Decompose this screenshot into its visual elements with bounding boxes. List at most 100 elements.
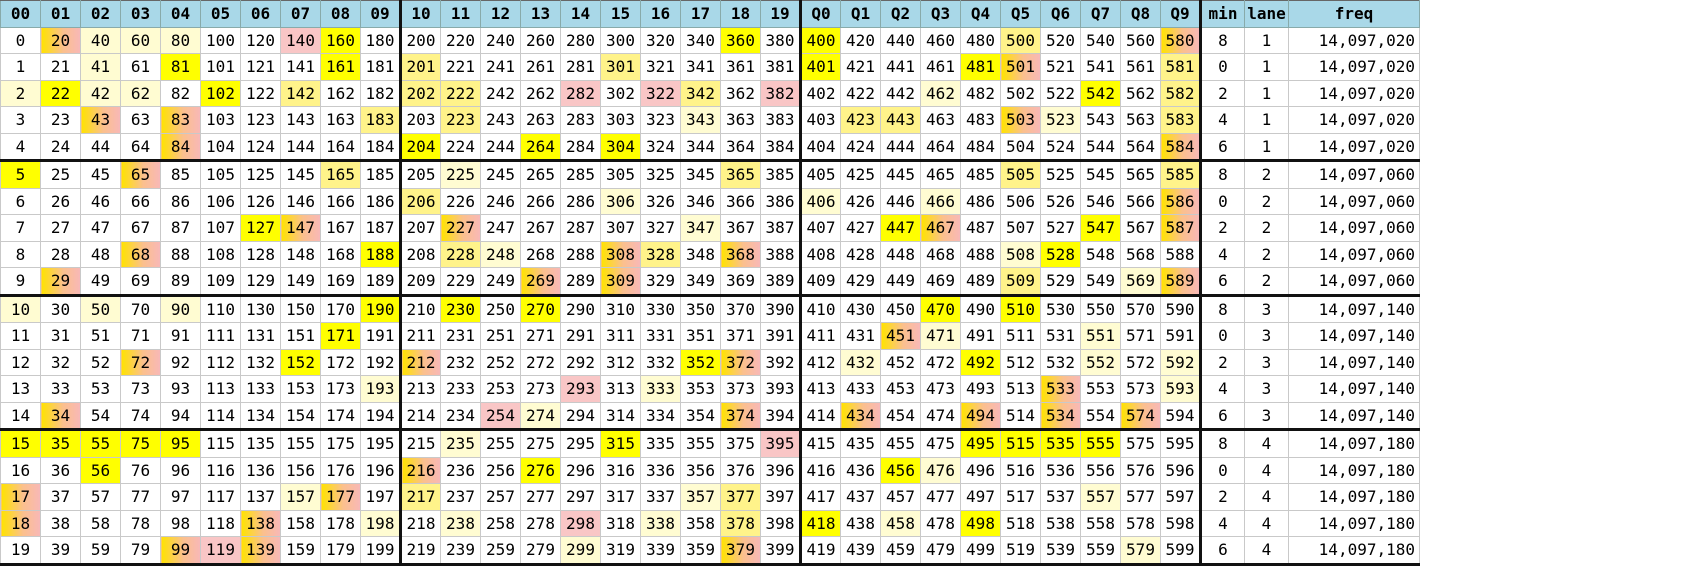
grid-cell[interactable]: 544 [1080, 132, 1121, 161]
grid-cell[interactable]: 208 [399, 240, 441, 268]
grid-cell[interactable]: 595 [1160, 428, 1201, 458]
grid-cell[interactable]: 97 [160, 483, 201, 511]
grid-cell[interactable]: 485 [960, 159, 1001, 189]
grid-cell[interactable]: 168 [320, 240, 361, 268]
grid-cell[interactable]: 588 [1160, 240, 1201, 268]
grid-cell[interactable]: 193 [360, 375, 401, 403]
grid-cell[interactable]: 456 [880, 456, 921, 484]
grid-cell[interactable]: 36 [40, 456, 81, 484]
grid-cell[interactable]: 455 [880, 428, 921, 458]
grid-cell[interactable]: 432 [840, 348, 881, 376]
grid-cell[interactable]: 301 [600, 53, 641, 81]
grid-cell[interactable]: 420 [840, 26, 881, 54]
grid-cell[interactable]: 446 [880, 187, 921, 215]
grid-cell[interactable]: 274 [520, 401, 561, 430]
lane-cell[interactable]: 2 [1244, 240, 1289, 268]
grid-cell[interactable]: 515 [1000, 428, 1041, 458]
grid-cell[interactable]: 92 [160, 348, 201, 376]
grid-cell[interactable]: 87 [160, 214, 201, 242]
grid-cell[interactable]: 146 [280, 187, 321, 215]
grid-cell[interactable]: 391 [760, 322, 801, 350]
grid-cell[interactable]: 280 [560, 26, 601, 54]
grid-cell[interactable]: 250 [480, 293, 521, 323]
grid-cell[interactable]: 297 [560, 483, 601, 511]
grid-cell[interactable]: 522 [1040, 79, 1081, 107]
grid-cell[interactable]: 0 [0, 26, 41, 54]
grid-cell[interactable]: 117 [200, 483, 241, 511]
grid-cell[interactable]: 361 [720, 53, 761, 81]
grid-cell[interactable]: 275 [520, 428, 561, 458]
grid-cell[interactable]: 266 [520, 187, 561, 215]
grid-cell[interactable]: 569 [1120, 267, 1161, 296]
grid-cell[interactable]: 79 [120, 536, 161, 566]
grid-cell[interactable]: 388 [760, 240, 801, 268]
grid-cell[interactable]: 352 [680, 348, 721, 376]
grid-cell[interactable]: 536 [1040, 456, 1081, 484]
grid-cell[interactable]: 441 [880, 53, 921, 81]
grid-cell[interactable]: 325 [640, 159, 681, 189]
grid-cell[interactable]: 461 [920, 53, 961, 81]
min-cell[interactable]: 2 [1199, 214, 1245, 242]
column-header-q4[interactable]: Q4 [960, 0, 1001, 28]
grid-cell[interactable]: 464 [920, 132, 961, 161]
grid-cell[interactable]: 84 [160, 132, 201, 161]
grid-cell[interactable]: 478 [920, 509, 961, 537]
grid-cell[interactable]: 338 [640, 509, 681, 537]
grid-cell[interactable]: 288 [560, 240, 601, 268]
grid-cell[interactable]: 9 [0, 267, 41, 296]
column-header-q7[interactable]: Q7 [1080, 0, 1121, 28]
grid-cell[interactable]: 336 [640, 456, 681, 484]
min-cell[interactable]: 8 [1199, 26, 1245, 54]
grid-cell[interactable]: 382 [760, 79, 801, 107]
grid-cell[interactable]: 558 [1080, 509, 1121, 537]
grid-cell[interactable]: 246 [480, 187, 521, 215]
grid-cell[interactable]: 32 [40, 348, 81, 376]
freq-cell[interactable]: 14,097,060 [1288, 159, 1420, 189]
grid-cell[interactable]: 345 [680, 159, 721, 189]
grid-cell[interactable]: 48 [80, 240, 121, 268]
grid-cell[interactable]: 262 [520, 79, 561, 107]
grid-cell[interactable]: 29 [40, 267, 81, 296]
grid-cell[interactable]: 476 [920, 456, 961, 484]
grid-cell[interactable]: 343 [680, 106, 721, 134]
grid-cell[interactable]: 329 [640, 267, 681, 296]
grid-cell[interactable]: 488 [960, 240, 1001, 268]
grid-cell[interactable]: 368 [720, 240, 761, 268]
grid-cell[interactable]: 21 [40, 53, 81, 81]
grid-cell[interactable]: 244 [480, 132, 521, 161]
grid-cell[interactable]: 554 [1080, 401, 1121, 430]
grid-cell[interactable]: 172 [320, 348, 361, 376]
column-header-01[interactable]: 01 [40, 0, 81, 28]
grid-cell[interactable]: 401 [799, 53, 841, 81]
grid-cell[interactable]: 394 [760, 401, 801, 430]
grid-cell[interactable]: 540 [1080, 26, 1121, 54]
grid-cell[interactable]: 249 [480, 267, 521, 296]
column-header-15[interactable]: 15 [600, 0, 641, 28]
grid-cell[interactable]: 395 [760, 428, 801, 458]
grid-cell[interactable]: 129 [240, 267, 281, 296]
grid-cell[interactable]: 428 [840, 240, 881, 268]
grid-cell[interactable]: 140 [280, 26, 321, 54]
grid-cell[interactable]: 165 [320, 159, 361, 189]
grid-cell[interactable]: 2 [0, 79, 41, 107]
grid-cell[interactable]: 413 [799, 375, 841, 403]
grid-cell[interactable]: 161 [320, 53, 361, 81]
grid-cell[interactable]: 469 [920, 267, 961, 296]
grid-cell[interactable]: 463 [920, 106, 961, 134]
lane-cell[interactable]: 2 [1244, 159, 1289, 189]
grid-cell[interactable]: 526 [1040, 187, 1081, 215]
grid-cell[interactable]: 253 [480, 375, 521, 403]
grid-cell[interactable]: 94 [160, 401, 201, 430]
grid-cell[interactable]: 424 [840, 132, 881, 161]
grid-cell[interactable]: 230 [440, 293, 481, 323]
grid-cell[interactable]: 366 [720, 187, 761, 215]
grid-cell[interactable]: 263 [520, 106, 561, 134]
grid-cell[interactable]: 407 [799, 214, 841, 242]
lane-cell[interactable]: 2 [1244, 214, 1289, 242]
grid-cell[interactable]: 242 [480, 79, 521, 107]
min-cell[interactable]: 4 [1199, 375, 1245, 403]
grid-cell[interactable]: 142 [280, 79, 321, 107]
lane-cell[interactable]: 1 [1244, 79, 1289, 107]
grid-cell[interactable]: 589 [1160, 267, 1201, 296]
grid-cell[interactable]: 392 [760, 348, 801, 376]
